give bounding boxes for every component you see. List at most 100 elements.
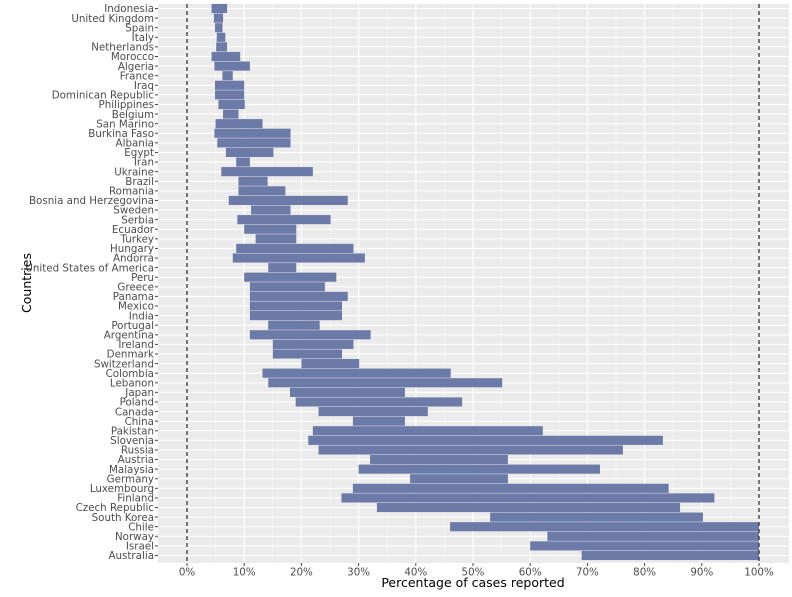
bar-japan <box>289 387 405 397</box>
bar-serbia <box>237 215 331 225</box>
bar-sweden <box>251 205 291 215</box>
bar-brazil <box>238 176 268 186</box>
y-tick-label: Panama <box>113 291 154 303</box>
y-tick-label: Hungary <box>110 243 154 255</box>
y-tick-label: Morocco <box>111 51 154 63</box>
y-tick-label: Israel <box>126 541 154 553</box>
bar-ireland <box>272 339 354 349</box>
bar-ecuador <box>244 224 297 234</box>
bar-switzerland <box>301 359 360 369</box>
bar-germany <box>410 474 508 484</box>
bar-poland <box>295 397 463 407</box>
bar-hungary <box>236 243 354 253</box>
y-tick-label: Austria <box>118 454 154 466</box>
y-tick-label: Canada <box>115 406 154 418</box>
y-tick-label: Czech Republic <box>76 502 155 514</box>
bar-united-kingdom <box>213 13 224 23</box>
bar-argentina <box>249 330 371 340</box>
bar-albania <box>217 138 291 148</box>
bar-israel <box>530 541 759 551</box>
x-tick-label: 80% <box>633 567 656 579</box>
x-tick-label: 40% <box>404 567 427 579</box>
x-tick-label: 0% <box>179 567 196 579</box>
y-tick-label: Iraq <box>134 80 154 92</box>
y-tick-label: Switzerland <box>94 358 154 370</box>
bar-slovenia <box>308 435 663 445</box>
bar-turkey <box>255 234 297 244</box>
y-tick-label: Peru <box>131 272 154 284</box>
x-tick-label: 90% <box>690 567 713 579</box>
bar-portugal <box>268 320 320 330</box>
y-tick-label: Romania <box>109 186 154 198</box>
x-tick-label: 70% <box>576 567 599 579</box>
y-tick-label: Philippines <box>99 99 154 111</box>
y-tick-label: Belgium <box>112 109 154 121</box>
y-tick-label: Indonesia <box>104 3 154 15</box>
bar-iraq <box>215 80 245 90</box>
bar-france <box>222 71 233 81</box>
y-tick-label: Mexico <box>118 301 154 313</box>
y-tick-label: France <box>120 70 154 82</box>
y-tick-label: Norway <box>115 531 154 543</box>
y-tick-label: Japan <box>124 387 154 399</box>
y-tick-label: Ukraine <box>114 166 154 178</box>
y-tick-label: Andorra <box>113 253 154 265</box>
y-tick-label: Poland <box>120 397 154 409</box>
y-tick-label: Malaysia <box>109 464 154 476</box>
bar-bosnia-and-herzegovina <box>228 195 348 205</box>
y-tick-label: Bosnia and Herzegovina <box>29 195 154 207</box>
y-tick-label: Denmark <box>107 349 154 361</box>
y-tick-label: Burkina Faso <box>88 128 154 140</box>
y-tick-label: Ireland <box>118 339 154 351</box>
bar-dominican-republic <box>215 90 245 100</box>
y-tick-label: Slovenia <box>110 435 154 447</box>
bar-netherlands <box>216 42 228 52</box>
y-tick-label: San Marino <box>96 118 154 130</box>
bar-united-states-of-america <box>268 263 297 273</box>
bar-spain <box>215 23 223 33</box>
bar-australia <box>581 550 759 561</box>
x-tick-label: 30% <box>347 567 370 579</box>
y-tick-label: Egypt <box>124 147 154 159</box>
bar-austria <box>370 454 508 465</box>
bar-russia <box>318 445 623 455</box>
bar-chile <box>450 522 759 532</box>
bar-philippines <box>218 99 245 110</box>
y-tick-label: Portugal <box>111 320 154 332</box>
reference-lines <box>186 4 760 563</box>
y-tick-label: Russia <box>121 445 154 457</box>
y-tick-label: Pakistan <box>111 425 154 437</box>
bars <box>211 3 759 561</box>
y-tick-label: United States of America <box>25 262 154 274</box>
y-tick-label: Chile <box>128 521 154 533</box>
y-tick-label: Algeria <box>118 61 154 73</box>
bar-pakistan <box>312 426 543 436</box>
y-tick-label: Luxembourg <box>90 483 154 495</box>
y-tick-label: Sweden <box>113 205 154 217</box>
bar-peru <box>244 272 337 282</box>
bar-indonesia <box>211 3 228 14</box>
y-tick-label: Greece <box>117 281 154 293</box>
bar-czech-republic <box>376 502 681 513</box>
x-axis-title: Percentage of cases reported <box>381 575 564 590</box>
bar-canada <box>318 406 428 417</box>
y-tick-label: South Korea <box>92 512 154 524</box>
bar-finland <box>341 493 715 503</box>
y-axis-title: Countries <box>19 253 34 313</box>
bar-belgium <box>223 109 239 119</box>
x-tick-label: 60% <box>519 567 542 579</box>
bar-india <box>249 311 343 321</box>
bar-san-marino <box>215 119 263 129</box>
x-tick-label: 20% <box>290 567 313 579</box>
bar-morocco <box>211 51 241 62</box>
bar-greece <box>249 282 325 292</box>
bar-luxembourg <box>352 483 669 493</box>
bar-denmark <box>272 349 343 359</box>
y-tick-label: Brazil <box>125 176 154 188</box>
bar-burkina-faso <box>214 128 291 138</box>
y-tick-label: Dominican Republic <box>52 90 155 102</box>
bar-mexico <box>249 301 343 311</box>
